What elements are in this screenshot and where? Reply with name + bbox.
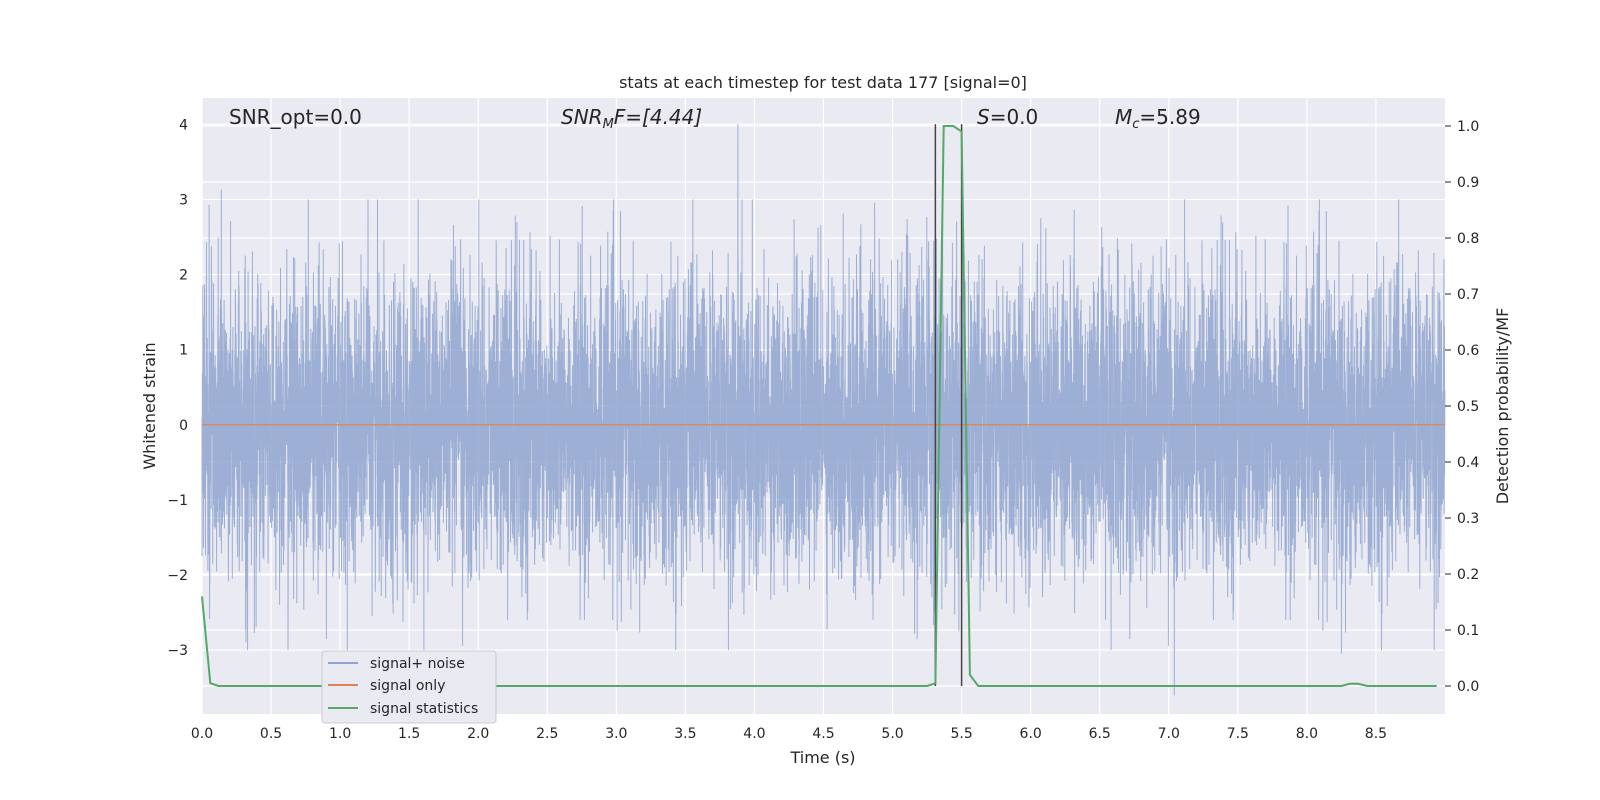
x-tick-15: 7.5 xyxy=(1227,726,1249,742)
y-right-tick-5: 0.5 xyxy=(1457,399,1479,415)
signal-noise-series xyxy=(201,124,1446,696)
legend-label-noise: signal+ noise xyxy=(370,656,465,672)
snr-mf-prefix: SNR xyxy=(561,105,603,129)
x-tick-16: 8.0 xyxy=(1296,726,1318,742)
y-left-tick-3: 1 xyxy=(179,343,188,359)
y-right-tick-9: 0.1 xyxy=(1457,623,1479,639)
annotation-mc: Mc=5.89 xyxy=(1115,105,1201,132)
y-left-tick-4: 0 xyxy=(179,418,188,434)
legend: signal+ noise signal only signal statist… xyxy=(321,650,497,724)
y-left-tick-1: 3 xyxy=(179,192,188,208)
y-right-tick-8: 0.2 xyxy=(1457,567,1479,583)
s-suffix: =0.0 xyxy=(990,105,1039,129)
x-tick-9: 4.5 xyxy=(812,726,834,742)
y-right-tick-6: 0.4 xyxy=(1457,455,1479,471)
y-left-axis-label: Whitened strain xyxy=(140,342,159,469)
snr-mf-suffix: F=[4.44] xyxy=(614,105,702,129)
y-right-tick-2: 0.8 xyxy=(1457,231,1479,247)
x-tick-2: 1.0 xyxy=(329,726,351,742)
y-right-tick-0: 1.0 xyxy=(1457,119,1479,135)
x-axis-label: Time (s) xyxy=(789,748,855,767)
x-tick-5: 2.5 xyxy=(536,726,558,742)
x-tick-10: 5.0 xyxy=(881,726,903,742)
y-right-tick-1: 0.9 xyxy=(1457,175,1479,191)
x-tick-3: 1.5 xyxy=(398,726,420,742)
snr-mf-sub: M xyxy=(603,117,614,132)
mc-suffix: =5.89 xyxy=(1139,105,1200,129)
y-right-tick-7: 0.3 xyxy=(1457,511,1479,527)
x-tick-12: 6.0 xyxy=(1020,726,1042,742)
annotation-s: S=0.0 xyxy=(977,105,1038,129)
annotation-snr-opt: SNR_opt=0.0 xyxy=(229,105,362,129)
vertical-markers xyxy=(934,124,963,686)
legend-label-stats: signal statistics xyxy=(370,701,478,717)
x-tick-labels: 0.0 0.5 1.0 1.5 2.0 2.5 3.0 3.5 4.0 4.5 5.0 5.5 6.0 6… xyxy=(191,726,1387,742)
x-tick-4: 2.0 xyxy=(467,726,489,742)
y-left-tick-7: −3 xyxy=(167,643,188,659)
y-left-tick-0: 4 xyxy=(179,117,188,133)
x-tick-7: 3.5 xyxy=(674,726,696,742)
y-right-axis-label: Detection probability/MF xyxy=(1493,308,1512,505)
s-prefix: S xyxy=(977,105,990,129)
y-right-tick-3: 0.7 xyxy=(1457,287,1479,303)
x-tick-8: 4.0 xyxy=(743,726,765,742)
x-tick-0: 0.0 xyxy=(191,726,213,742)
y-right-tick-labels: 1.0 0.9 0.8 0.7 0.6 0.5 0.4 0.3 0.2 0.1 0.0 xyxy=(1445,119,1479,695)
mc-prefix: M xyxy=(1115,105,1132,129)
x-tick-11: 5.5 xyxy=(950,726,972,742)
legend-box xyxy=(321,650,497,724)
y-left-tick-labels: 4 3 2 1 0 −1 −2 −3 xyxy=(167,117,188,659)
y-right-tick-4: 0.6 xyxy=(1457,343,1479,359)
annotation-snr-mf: SNRMF=[4.44] xyxy=(561,105,702,132)
legend-label-signal: signal only xyxy=(370,678,445,694)
y-left-tick-2: 2 xyxy=(179,268,188,284)
x-tick-13: 6.5 xyxy=(1089,726,1111,742)
mc-sub: c xyxy=(1132,117,1139,132)
y-left-tick-6: −2 xyxy=(167,568,188,584)
x-tick-17: 8.5 xyxy=(1365,726,1387,742)
y-left-tick-5: −1 xyxy=(167,493,188,509)
x-tick-1: 0.5 xyxy=(260,726,282,742)
x-tick-14: 7.0 xyxy=(1158,726,1180,742)
y-right-tick-10: 0.0 xyxy=(1457,679,1479,695)
chart-title: stats at each timestep for test data 177… xyxy=(619,73,1027,92)
x-tick-6: 3.0 xyxy=(605,726,627,742)
noise-line xyxy=(201,124,1446,696)
